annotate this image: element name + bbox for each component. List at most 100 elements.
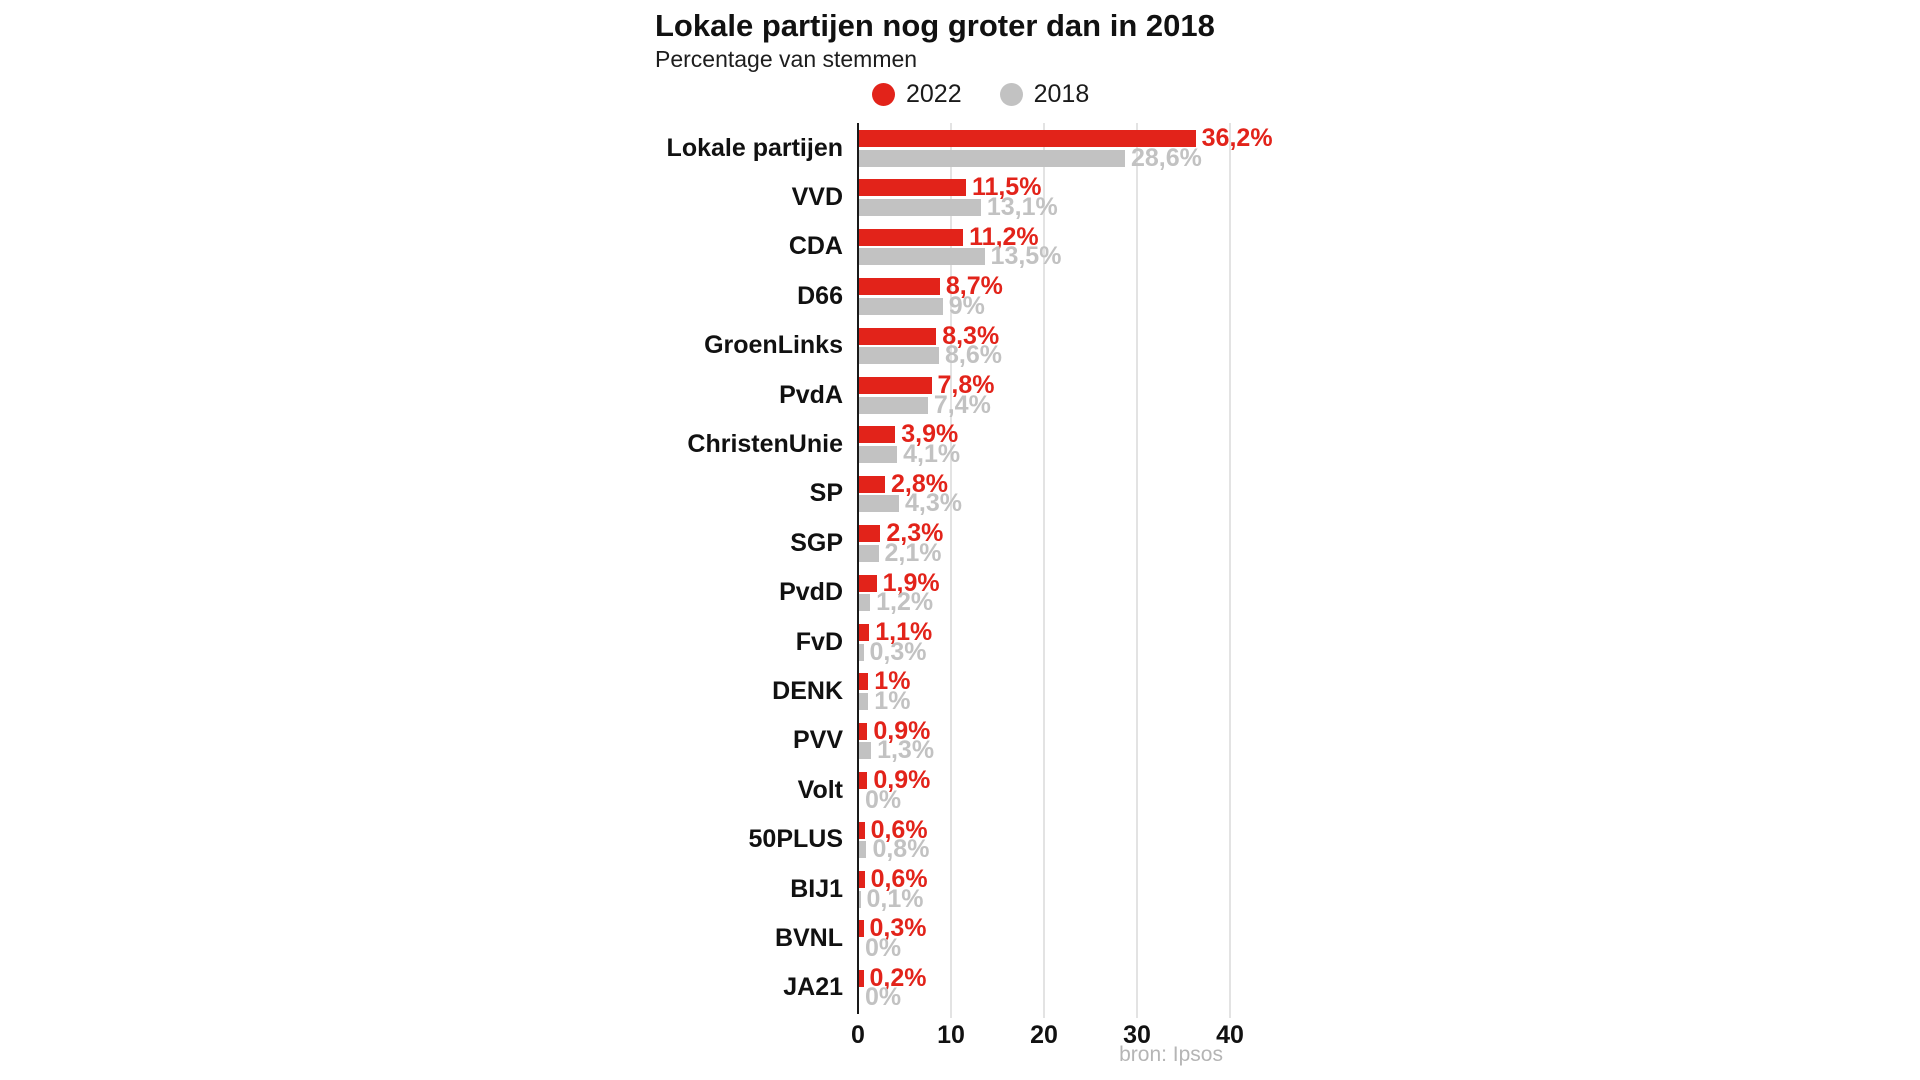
legend-dot-icon (999, 82, 1023, 106)
value-label-2022: 2,3% (886, 519, 944, 548)
bar-2022 (859, 475, 886, 493)
bar-2018 (859, 297, 943, 315)
chart-row: Lokale partijen 36,2% 28,6% (667, 125, 1279, 172)
x-tick-label: 30 (1123, 1021, 1151, 1049)
bar-2022 (859, 574, 877, 592)
value-label-2018: 0,8% (872, 835, 930, 864)
value-label-2022: 1% (874, 667, 911, 696)
bar-2018 (859, 594, 871, 612)
legend-dot-icon (872, 82, 895, 106)
party-label: DENK (772, 676, 843, 705)
bar-2018 (859, 692, 869, 710)
x-tick-label: 40 (1216, 1021, 1244, 1049)
value-label-2018: 28,6% (1130, 143, 1202, 172)
bar-2022 (859, 969, 864, 987)
plot-area: 0 10 20 30 40 Lokale partijen 36,2% 28,6% VVD 11,… (667, 123, 1279, 1049)
chart-row: Volt 0,9% 0% (798, 767, 1279, 814)
party-label: PVV (792, 726, 843, 755)
value-label-2022: 0,2% (869, 963, 927, 992)
value-label-2022: 11,5% (971, 173, 1042, 202)
gridline (950, 123, 952, 1018)
bar-2018 (859, 445, 898, 463)
bar-2022 (859, 722, 868, 740)
value-label-2022: 8,3% (942, 321, 1000, 350)
value-label-2018: 13,5% (990, 242, 1062, 271)
chart-row: FvD 1,1% 0,3% (796, 619, 1279, 666)
chart-row: ChristenUnie 3,9% 4,1% (687, 421, 1279, 468)
value-label-2022: 3,9% (901, 420, 959, 449)
value-label-2018: 4,1% (903, 439, 961, 468)
value-label-2018: 0% (865, 933, 902, 962)
value-label-2022: 7,8% (937, 371, 995, 399)
party-label: BVNL (774, 923, 843, 952)
party-label: 50PLUS (748, 825, 843, 854)
value-label-2022: 2,8% (891, 469, 949, 498)
bar-2018 (859, 841, 867, 859)
bar-2018 (859, 347, 939, 365)
legend-label: 2022 (906, 79, 962, 108)
party-label: FvD (795, 627, 843, 656)
bar-2022 (859, 377, 932, 394)
x-tick-label: 10 (937, 1021, 965, 1049)
value-label-2018: 8,6% (944, 341, 1002, 370)
chart-subtitle: Percentage van stemmen (655, 46, 918, 72)
chart-row: PvdA 7,8% 7,4% (779, 372, 1279, 419)
bar-2022 (859, 228, 964, 246)
chart-row: CDA 11,2% 13,5% (789, 223, 1279, 271)
legend: 2022 2018 (872, 79, 1090, 109)
party-label: SGP (790, 528, 843, 557)
x-tick-label: 0 (851, 1021, 865, 1049)
bar-2018 (859, 198, 981, 216)
party-label: Lokale partijen (666, 133, 843, 162)
gridline (1043, 123, 1045, 1018)
party-label: SP (809, 479, 843, 508)
bar-2022 (859, 525, 881, 543)
bar-2018 (859, 544, 879, 562)
bar-2022 (859, 772, 868, 790)
party-label: VVD (791, 182, 843, 211)
legend-item-2022: 2022 (872, 80, 962, 109)
value-label-2022: 0,9% (873, 766, 931, 795)
party-label: ChristenUnie (687, 429, 843, 458)
chart-row: SGP 2,3% 2,1% (790, 520, 1279, 567)
chart-row: SP 2,8% 4,3% (810, 470, 1279, 518)
bar-2022 (859, 278, 940, 296)
value-label-2022: 0,6% (870, 865, 928, 893)
value-label-2022: 0,3% (869, 914, 927, 943)
gridline (1229, 123, 1231, 1018)
value-label-2018: 0,3% (869, 637, 927, 666)
party-label: GroenLinks (704, 331, 843, 360)
bar-2018 (859, 643, 864, 661)
bar-2022 (859, 871, 865, 888)
legend-label: 2018 (1033, 79, 1090, 108)
value-label-2018: 4,3% (904, 489, 962, 518)
chart-row: D66 8,7% 9% (797, 273, 1279, 320)
value-label-2022: 8,7% (945, 272, 1003, 301)
chart-row: PvdD 1,9% 1,2% (779, 569, 1279, 616)
party-label: PvdA (779, 380, 843, 409)
bar-2022 (859, 673, 869, 691)
value-label-2018: 9% (948, 291, 985, 320)
bar-2018 (859, 396, 928, 414)
value-label-2018: 0% (865, 983, 902, 1012)
value-label-2022: 0,6% (870, 815, 928, 844)
y-axis-line (857, 123, 859, 1014)
source-credit: bron: Ipsos (1119, 1043, 1223, 1066)
bar-2022 (859, 130, 1196, 147)
chart-row: 50PLUS 0,6% 0,8% (749, 816, 1279, 864)
chart-row: BIJ1 0,6% 0,1% (790, 866, 1279, 913)
bar-2018 (859, 248, 985, 266)
chart-row: JA21 0,2% 0% (783, 964, 1279, 1012)
chart-title: Lokale partijen nog groter dan in 2018 (655, 8, 1215, 43)
legend-item-2018: 2018 (999, 79, 1090, 109)
value-label-2018: 1,3% (877, 736, 935, 765)
party-label: BIJ1 (790, 874, 843, 903)
value-label-2022: 36,2% (1201, 124, 1273, 152)
chart-row: GroenLinks 8,3% 8,6% (704, 322, 1279, 370)
value-label-2022: 0,9% (873, 716, 931, 745)
value-label-2022: 1,1% (875, 618, 933, 646)
bar-2022 (859, 821, 865, 839)
bar-2022 (859, 327, 937, 345)
party-label: D66 (797, 281, 843, 310)
